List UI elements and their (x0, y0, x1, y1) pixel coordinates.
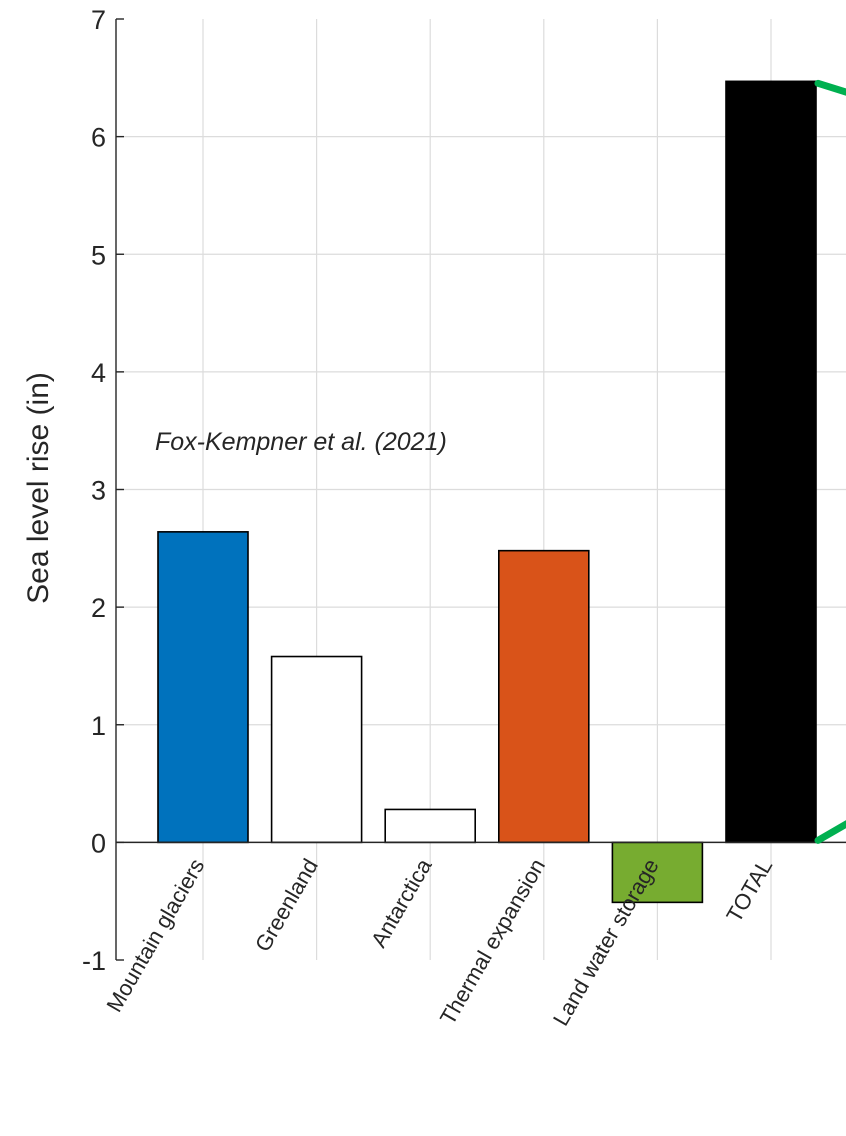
axis-layer (115, 18, 846, 961)
category-label: Thermal expansion (435, 854, 550, 1029)
y-tick-label: 1 (91, 711, 106, 741)
y-tick-label: 0 (91, 828, 106, 858)
category-label: TOTAL (721, 854, 777, 926)
bracket-bottom (814, 820, 846, 844)
bar-layer (157, 80, 817, 904)
bar-antarctica (384, 808, 477, 844)
bar-total (725, 80, 817, 844)
bar-thermal-expansion (497, 549, 590, 844)
source-annotation: Fox-Kempner et al. (2021) (155, 428, 447, 456)
y-tick-label: -1 (82, 946, 106, 976)
bar-greenland (270, 655, 363, 844)
y-tick-label: 5 (91, 240, 106, 270)
y-tick-label: 4 (91, 358, 106, 388)
y-tick-label: 7 (91, 5, 106, 35)
bar-mountain-glaciers (157, 531, 249, 844)
category-label: Antarctica (366, 854, 437, 952)
category-label: Greenland (250, 854, 323, 955)
y-tick-label: 3 (91, 476, 106, 506)
y-tick-label: 2 (91, 593, 106, 623)
bracket-top (814, 79, 846, 96)
bar-land-water-storage (611, 841, 704, 904)
y-tick-label: 6 (91, 123, 106, 153)
category-label: Land water storage (548, 854, 664, 1030)
category-label: Mountain glaciers (101, 854, 209, 1016)
y-axis-label: Sea level rise (in) (22, 372, 55, 604)
